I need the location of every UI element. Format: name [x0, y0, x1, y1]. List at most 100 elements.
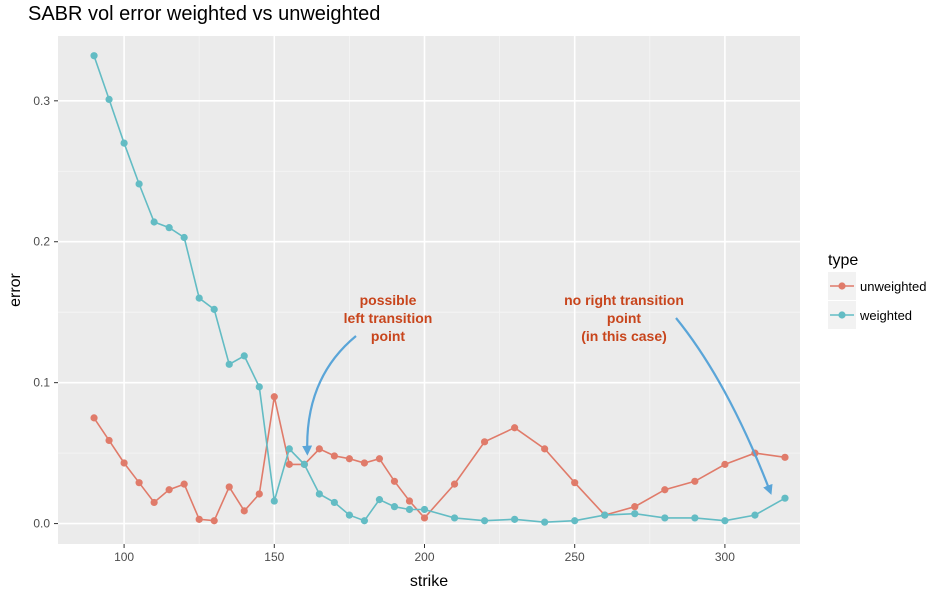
data-point-weighted	[210, 305, 218, 313]
data-point-unweighted	[135, 479, 143, 487]
data-point-weighted	[315, 490, 323, 498]
x-tick-label: 150	[264, 550, 284, 564]
data-point-unweighted	[195, 515, 203, 523]
legend-key-point-weighted	[838, 311, 846, 319]
data-point-weighted	[661, 514, 669, 522]
data-point-weighted	[165, 224, 173, 232]
annotation-text-line: possible	[360, 292, 417, 308]
data-point-weighted	[691, 514, 699, 522]
data-point-weighted	[781, 494, 789, 502]
data-point-unweighted	[165, 486, 173, 494]
data-point-weighted	[225, 360, 233, 368]
data-point-weighted	[480, 517, 489, 525]
annotation-2: no right transition point (in this case)	[564, 292, 773, 495]
data-point-weighted	[345, 511, 353, 519]
data-point-weighted	[360, 517, 369, 525]
legend-title: type	[828, 252, 858, 269]
data-point-unweighted	[285, 460, 293, 468]
data-point-unweighted	[225, 483, 233, 491]
data-point-weighted	[135, 180, 143, 188]
x-tick-label: 100	[114, 550, 134, 564]
data-point-unweighted	[480, 438, 489, 446]
y-tick-label: 0.1	[33, 376, 50, 390]
data-point-unweighted	[781, 453, 789, 461]
data-point-unweighted	[420, 514, 429, 522]
annotation-text-line: left transition	[344, 310, 433, 326]
data-point-weighted	[390, 503, 399, 511]
data-point-weighted	[571, 517, 579, 525]
data-point-unweighted	[270, 393, 278, 401]
data-point-unweighted	[345, 455, 353, 463]
data-point-unweighted	[90, 414, 98, 422]
y-axis-title: error	[7, 272, 24, 306]
data-point-unweighted	[571, 479, 579, 487]
data-point-unweighted	[450, 480, 459, 488]
data-point-unweighted	[120, 459, 128, 467]
annotation-1: possible left transition point	[302, 292, 433, 456]
data-point-weighted	[120, 139, 128, 147]
data-point-weighted	[631, 510, 639, 518]
y-tick-label: 0.3	[33, 94, 50, 108]
data-point-weighted	[195, 294, 203, 302]
annotation-arrow	[675, 317, 773, 495]
series-unweighted	[90, 393, 789, 525]
data-point-unweighted	[150, 498, 158, 507]
data-point-unweighted	[511, 424, 519, 432]
annotation-text-line: point	[371, 328, 406, 344]
data-point-unweighted	[721, 460, 729, 468]
data-point-weighted	[405, 505, 414, 514]
data-point-unweighted	[240, 507, 248, 515]
y-tick-label: 0.2	[33, 235, 50, 249]
data-point-weighted	[751, 511, 759, 519]
data-point-weighted	[601, 511, 609, 519]
legend-key-point-unweighted	[838, 282, 846, 290]
data-point-weighted	[180, 233, 188, 242]
x-tick-label: 250	[565, 550, 585, 564]
data-point-unweighted	[541, 445, 549, 453]
data-point-weighted	[255, 383, 263, 391]
data-point-weighted	[330, 498, 338, 507]
data-point-weighted	[105, 95, 113, 104]
annotation-text-line: (in this case)	[581, 328, 667, 344]
x-tick-label: 300	[715, 550, 735, 564]
data-point-unweighted	[631, 503, 639, 511]
x-axis-title: strike	[410, 573, 448, 590]
data-point-weighted	[375, 496, 384, 504]
data-point-weighted	[300, 460, 308, 468]
data-point-weighted	[285, 445, 293, 453]
plot-panel	[58, 36, 800, 544]
data-point-unweighted	[330, 452, 338, 460]
data-point-weighted	[150, 218, 158, 226]
data-point-weighted	[240, 352, 248, 360]
legend-label-unweighted: unweighted	[860, 279, 927, 294]
series-weighted	[90, 52, 789, 526]
data-point-unweighted	[105, 436, 113, 445]
data-point-unweighted	[390, 477, 399, 485]
data-point-weighted	[541, 518, 549, 526]
data-point-unweighted	[210, 517, 218, 525]
data-point-unweighted	[375, 455, 384, 463]
data-point-weighted	[450, 514, 459, 522]
y-tick-label: 0.0	[33, 517, 50, 531]
x-tick-label: 200	[414, 550, 434, 564]
data-point-unweighted	[691, 477, 699, 485]
legend: type unweighted weighted	[828, 252, 927, 329]
data-point-weighted	[420, 505, 429, 514]
data-point-unweighted	[180, 480, 188, 488]
annotation-arrow	[302, 335, 357, 456]
data-point-weighted	[511, 515, 519, 523]
annotation-text-line: point	[607, 310, 642, 326]
legend-label-weighted: weighted	[859, 308, 912, 323]
data-point-weighted	[721, 517, 729, 525]
series-layer	[90, 52, 789, 526]
annotation-text-line: no right transition	[564, 292, 684, 308]
chart-title: SABR vol error weighted vs unweighted	[28, 3, 380, 25]
data-point-unweighted	[255, 490, 263, 498]
axes: 100 150 200 250 300 0.0 0.1 0.2 0.3	[33, 94, 735, 564]
data-point-weighted	[90, 52, 98, 60]
data-point-unweighted	[360, 459, 369, 467]
data-point-unweighted	[405, 497, 414, 505]
data-point-unweighted	[661, 486, 669, 494]
